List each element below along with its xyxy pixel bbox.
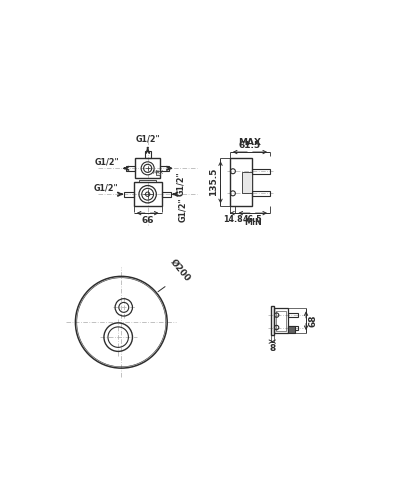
Text: MAX: MAX bbox=[238, 138, 262, 147]
Bar bbox=[126, 166, 135, 171]
Bar bbox=[144, 150, 151, 158]
Bar bbox=[162, 192, 171, 196]
Bar bbox=[271, 306, 274, 336]
Text: G1/2": G1/2" bbox=[95, 157, 120, 166]
Bar bbox=[156, 170, 160, 175]
Bar bbox=[274, 308, 288, 333]
Bar bbox=[135, 158, 160, 178]
Bar bbox=[252, 169, 270, 173]
Bar bbox=[230, 158, 252, 206]
Text: 68: 68 bbox=[309, 314, 318, 327]
Text: G1/2": G1/2" bbox=[135, 134, 160, 143]
Text: G1/2": G1/2" bbox=[178, 198, 187, 222]
Text: 14.8: 14.8 bbox=[223, 216, 242, 224]
Text: 66: 66 bbox=[142, 216, 154, 225]
Text: MIN: MIN bbox=[244, 218, 262, 227]
Text: 46.5: 46.5 bbox=[243, 216, 262, 224]
Bar bbox=[288, 326, 298, 330]
Bar bbox=[242, 172, 252, 193]
Text: 8: 8 bbox=[269, 344, 275, 353]
Bar bbox=[139, 180, 156, 182]
Bar bbox=[288, 313, 298, 317]
Text: 61.5: 61.5 bbox=[239, 141, 261, 150]
Text: MAX: MAX bbox=[153, 170, 164, 175]
Bar bbox=[288, 326, 295, 333]
Bar bbox=[124, 192, 134, 196]
Text: G1/2": G1/2" bbox=[176, 172, 185, 196]
Bar bbox=[252, 191, 270, 196]
Text: 135.5: 135.5 bbox=[209, 168, 218, 196]
Bar bbox=[134, 182, 162, 206]
Bar bbox=[276, 311, 286, 330]
Bar bbox=[160, 166, 169, 171]
Text: G1/2": G1/2" bbox=[93, 183, 118, 192]
Text: Ø200: Ø200 bbox=[168, 258, 192, 283]
